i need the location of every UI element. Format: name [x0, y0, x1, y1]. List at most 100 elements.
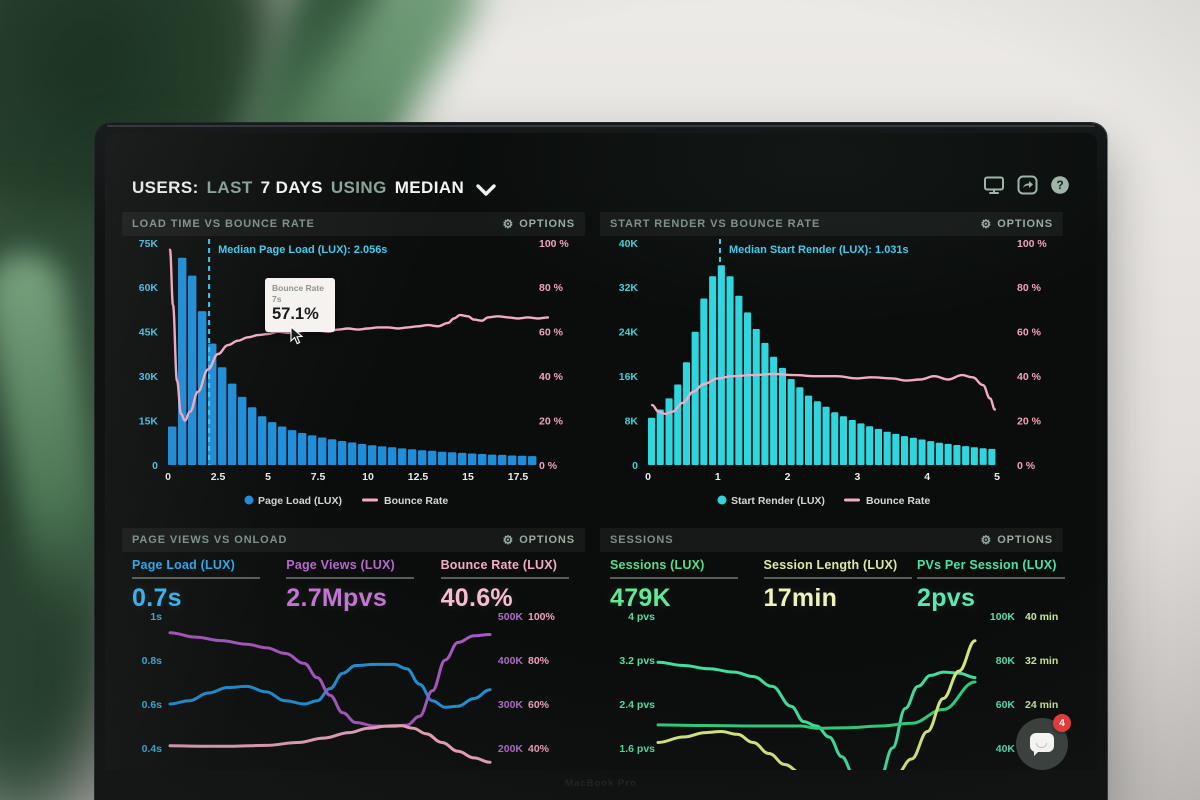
metric-value: 40.6%	[440, 584, 513, 612]
svg-text:100K: 100K	[990, 611, 1016, 623]
svg-text:20 %: 20 %	[539, 415, 564, 427]
svg-text:2.5: 2.5	[211, 471, 226, 483]
header-segment: 7 DAYS	[260, 178, 323, 197]
options-button[interactable]: ⚙ OPTIONS	[503, 534, 575, 546]
svg-text:15K: 15K	[139, 415, 159, 427]
svg-text:10: 10	[362, 471, 374, 483]
svg-text:500K: 500K	[498, 611, 524, 623]
panel-page-views-vs-onload: PAGE VIEWS VS ONLOAD ⚙ OPTIONS Page Load…	[122, 528, 585, 770]
svg-text:100 %: 100 %	[1017, 238, 1047, 250]
panel-title: START RENDER VS BOUNCE RATE	[610, 218, 821, 230]
mouse-cursor-icon	[290, 326, 304, 345]
options-label: OPTIONS	[519, 218, 575, 230]
options-label: OPTIONS	[997, 218, 1053, 230]
metric-page-views: Page Views (LUX) 2.7Mpvs	[286, 558, 440, 613]
svg-text:100%: 100%	[528, 611, 556, 623]
options-button[interactable]: ⚙ OPTIONS	[981, 534, 1053, 546]
tooltip-series-label: Bounce Rate	[272, 283, 324, 293]
svg-text:200K: 200K	[498, 743, 524, 755]
svg-text:Median Page Load (LUX): 2.056s: Median Page Load (LUX): 2.056s	[218, 244, 387, 256]
svg-text:32K: 32K	[619, 282, 639, 294]
svg-text:60K: 60K	[139, 282, 159, 294]
svg-text:?: ?	[1056, 178, 1063, 192]
metrics-row: Page Load (LUX) 0.7s Page Views (LUX) 2.…	[132, 558, 579, 613]
metric-sessions: Sessions (LUX) 479K	[610, 558, 764, 613]
panel-sessions: SESSIONS ⚙ OPTIONS Sessions (LUX) 479K S…	[600, 528, 1065, 770]
svg-text:0.6s: 0.6s	[142, 699, 163, 711]
gear-icon: ⚙	[502, 533, 515, 547]
svg-text:0 %: 0 %	[1017, 460, 1036, 472]
svg-text:Start Render (LUX): Start Render (LUX)	[731, 495, 825, 507]
metric-underline	[440, 577, 569, 579]
metric-session-length: Session Length (LUX) 17min	[763, 558, 918, 613]
panel-header: LOAD TIME VS BOUNCE RATE ⚙ OPTIONS	[122, 212, 585, 236]
svg-text:45K: 45K	[139, 327, 159, 339]
header-segment: USING	[330, 178, 387, 197]
chevron-down-icon	[476, 183, 496, 196]
options-label: OPTIONS	[519, 534, 575, 546]
options-button[interactable]: ⚙ OPTIONS	[503, 218, 575, 230]
svg-text:80%: 80%	[528, 655, 550, 667]
metric-underline	[763, 577, 912, 579]
svg-text:80 %: 80 %	[1017, 282, 1042, 294]
notification-badge: 4	[1053, 714, 1071, 732]
svg-text:0.4s: 0.4s	[142, 743, 163, 755]
options-label: OPTIONS	[997, 534, 1053, 546]
svg-text:40 %: 40 %	[539, 371, 564, 383]
help-icon[interactable]: ?	[1049, 175, 1071, 195]
metric-value: 17min	[763, 584, 838, 612]
gear-icon: ⚙	[502, 217, 515, 231]
metric-underline	[917, 577, 1065, 579]
svg-text:20 %: 20 %	[1017, 415, 1042, 427]
options-button[interactable]: ⚙ OPTIONS	[981, 218, 1053, 230]
panel-title: SESSIONS	[610, 534, 674, 546]
svg-text:24 min: 24 min	[1025, 699, 1058, 711]
svg-text:8K: 8K	[625, 415, 639, 427]
load-time-bar-chart[interactable]: 75K 60K 45K 30K 15K 0 100 % 80 % 60 % 40 % 20 % 0 %…	[122, 212, 585, 514]
macbook-pro-label: MacBook Pro	[565, 778, 637, 789]
svg-text:40%: 40%	[528, 743, 550, 755]
svg-text:30K: 30K	[139, 371, 159, 383]
svg-text:40K: 40K	[619, 238, 639, 250]
metric-underline	[610, 577, 738, 579]
metric-value: 2.7Mpvs	[286, 584, 388, 612]
share-icon[interactable]	[1016, 175, 1038, 195]
sessions-line-chart[interactable]: 4 pvs 3.2 pvs 2.4 pvs 1.6 pvs 100K 80K 60K 40K 4…	[600, 528, 1063, 770]
svg-text:300K: 300K	[498, 699, 524, 711]
metric-bounce-rate: Bounce Rate (LUX) 40.6%	[440, 558, 579, 613]
svg-text:40 %: 40 %	[1017, 371, 1042, 383]
panel-header: PAGE VIEWS VS ONLOAD ⚙ OPTIONS	[122, 528, 585, 552]
svg-text:80 %: 80 %	[539, 282, 564, 294]
panel-header: SESSIONS ⚙ OPTIONS	[600, 528, 1063, 552]
panel-load-time-vs-bounce-rate: LOAD TIME VS BOUNCE RATE ⚙ OPTIONS 75K 60…	[122, 212, 585, 514]
svg-text:80K: 80K	[996, 655, 1016, 667]
metric-value: 2pvs	[917, 584, 976, 612]
header-segment: LAST	[206, 178, 253, 197]
svg-text:0: 0	[152, 460, 158, 472]
tooltip-value: 57.1%	[272, 305, 319, 323]
chat-widget-button[interactable]: 4	[1016, 714, 1071, 770]
svg-text:7.5: 7.5	[311, 471, 326, 483]
svg-text:100 %: 100 %	[539, 238, 569, 250]
svg-text:60%: 60%	[528, 699, 550, 711]
svg-text:4: 4	[924, 471, 930, 483]
chat-smile-icon	[1036, 743, 1047, 748]
metric-pvs-per-session: PVs Per Session (LUX) 2pvs	[917, 558, 1065, 613]
svg-text:16K: 16K	[619, 371, 639, 383]
svg-text:4 pvs: 4 pvs	[628, 611, 655, 623]
laptop: USERS: LAST 7 DAYS USING MEDIAN	[95, 123, 1110, 800]
page-views-line-chart[interactable]: 1s 0.8s 0.6s 0.4s 500K 400K 300K 200K 100% 80% 60%…	[122, 528, 585, 770]
metric-underline	[132, 577, 260, 579]
svg-text:0.8s: 0.8s	[142, 655, 163, 667]
svg-text:1.6 pvs: 1.6 pvs	[619, 743, 655, 755]
svg-text:Median Start Render (LUX): 1.0: Median Start Render (LUX): 1.031s	[729, 244, 909, 256]
svg-text:60 %: 60 %	[1017, 327, 1042, 339]
svg-text:400K: 400K	[498, 655, 524, 667]
users-filter-dropdown[interactable]: USERS: LAST 7 DAYS USING MEDIAN	[132, 178, 496, 198]
metric-value: 0.7s	[132, 584, 182, 612]
svg-text:60K: 60K	[996, 699, 1016, 711]
svg-text:2: 2	[785, 471, 791, 483]
start-render-bar-chart[interactable]: 40K 32K 24K 16K 8K 0 100 % 80 % 60 % 40 % 20 % 0 % 0…	[600, 212, 1063, 514]
display-icon[interactable]	[983, 175, 1005, 195]
svg-text:0: 0	[645, 471, 651, 483]
